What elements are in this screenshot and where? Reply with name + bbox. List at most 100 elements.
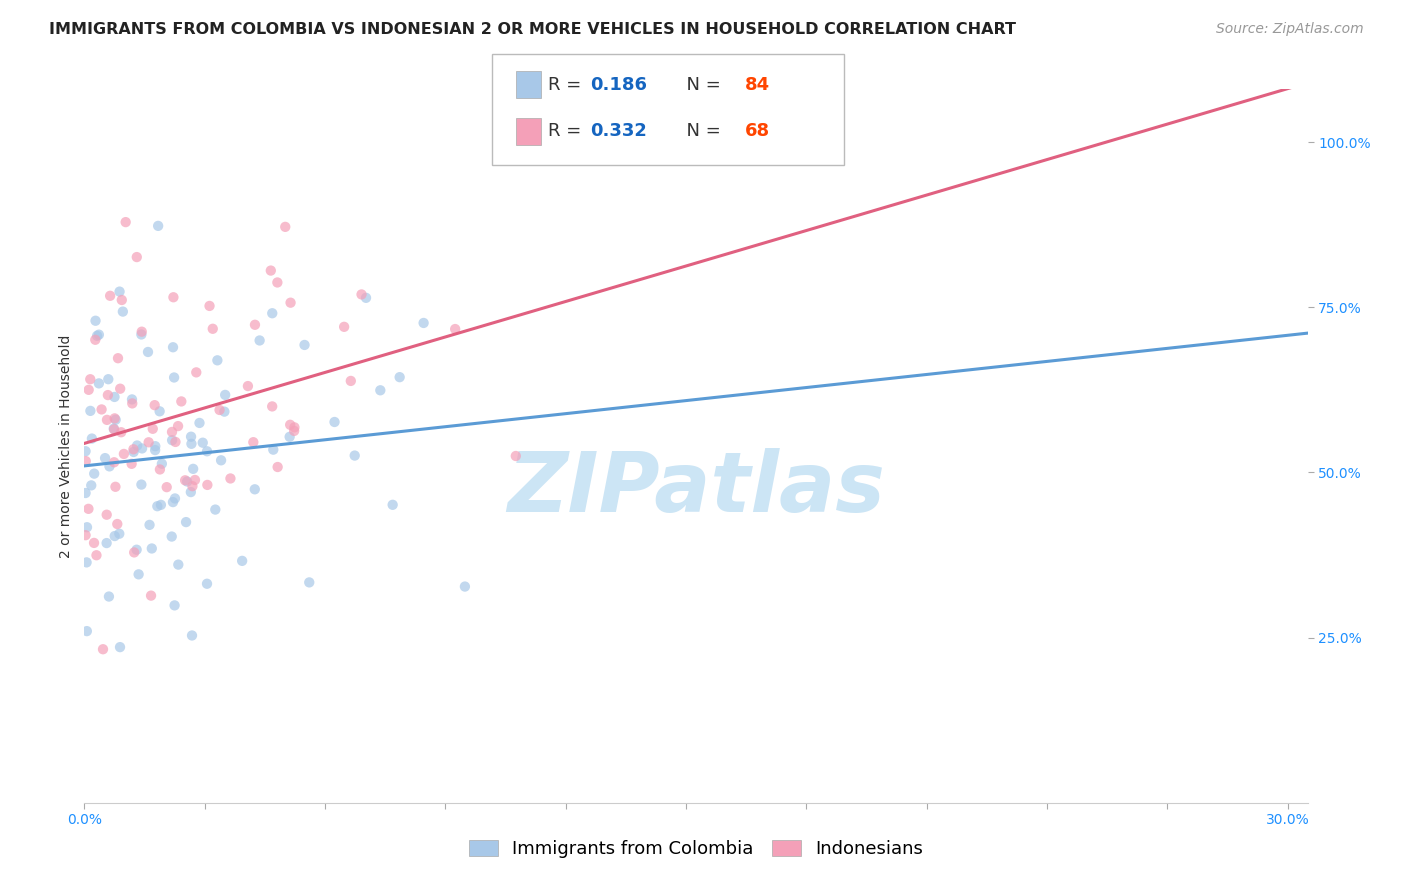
Point: [180, 485, 202, 500]
Point: [343, 449, 366, 463]
Point: [75, 444, 97, 458]
Point: [207, 353, 229, 368]
Point: [131, 327, 153, 342]
Point: [167, 558, 190, 572]
Point: [80, 432, 103, 446]
Point: [150, 457, 173, 471]
Point: [142, 422, 165, 436]
Point: [236, 379, 259, 393]
Point: [454, 580, 477, 594]
Point: [249, 334, 271, 348]
Point: [165, 434, 187, 449]
Point: [103, 422, 125, 436]
Point: [121, 457, 143, 471]
Point: [243, 318, 266, 332]
Point: [104, 529, 127, 543]
Point: [121, 396, 143, 410]
Point: [97, 590, 120, 604]
Point: [204, 502, 226, 516]
Point: [195, 576, 218, 591]
Point: [208, 403, 231, 417]
Point: [381, 498, 404, 512]
Point: [350, 287, 373, 301]
Point: [90, 402, 112, 417]
Point: [83, 467, 105, 481]
Point: [139, 589, 162, 603]
Legend: Immigrants from Colombia, Indonesians: Immigrants from Colombia, Indonesians: [461, 832, 931, 865]
Point: [181, 628, 204, 642]
Point: [121, 392, 143, 407]
Point: [77, 383, 100, 397]
Point: [323, 415, 346, 429]
Text: 84: 84: [745, 76, 770, 94]
Point: [136, 345, 159, 359]
Point: [125, 250, 148, 264]
Point: [86, 548, 108, 562]
Point: [370, 384, 392, 398]
Text: ZIPatlas: ZIPatlas: [508, 449, 884, 529]
Point: [174, 515, 197, 529]
Point: [131, 477, 153, 491]
Point: [131, 442, 153, 456]
Point: [278, 417, 301, 432]
Text: R =: R =: [548, 122, 588, 140]
Point: [162, 290, 184, 304]
Point: [108, 382, 131, 396]
Point: [87, 376, 110, 391]
Text: IMMIGRANTS FROM COLOMBIA VS INDONESIAN 2 OR MORE VEHICLES IN HOUSEHOLD CORRELATI: IMMIGRANTS FROM COLOMBIA VS INDONESIAN 2…: [49, 22, 1017, 37]
Point: [110, 425, 132, 440]
Point: [160, 530, 183, 544]
Point: [242, 435, 264, 450]
Point: [128, 567, 150, 582]
Point: [141, 541, 163, 556]
Point: [170, 394, 193, 409]
Point: [174, 473, 197, 487]
Point: [76, 555, 98, 569]
Point: [354, 291, 377, 305]
Point: [111, 304, 134, 318]
Point: [79, 372, 101, 386]
Point: [104, 413, 127, 427]
Point: [86, 328, 108, 343]
Point: [176, 475, 198, 489]
Point: [184, 473, 207, 487]
Point: [278, 430, 301, 444]
Point: [76, 624, 98, 639]
Point: [186, 365, 208, 379]
Point: [97, 388, 120, 402]
Point: [97, 372, 120, 386]
Point: [340, 374, 363, 388]
Point: [138, 435, 160, 450]
Point: [75, 486, 97, 500]
Point: [96, 413, 118, 427]
Point: [209, 453, 232, 467]
Point: [262, 400, 284, 414]
Point: [108, 640, 131, 654]
Point: [283, 424, 305, 438]
Y-axis label: 2 or more Vehicles in Household: 2 or more Vehicles in Household: [59, 334, 73, 558]
Point: [266, 460, 288, 475]
Point: [188, 416, 211, 430]
Point: [96, 536, 118, 550]
Point: [75, 454, 97, 468]
Point: [231, 554, 253, 568]
Point: [181, 479, 204, 493]
Point: [201, 322, 224, 336]
Point: [505, 449, 527, 463]
Point: [266, 276, 288, 290]
Point: [388, 370, 411, 384]
Point: [180, 437, 202, 451]
Point: [262, 442, 284, 457]
Point: [108, 285, 131, 299]
Text: N =: N =: [675, 76, 727, 94]
Text: 0.332: 0.332: [591, 122, 647, 140]
Point: [162, 495, 184, 509]
Point: [195, 478, 218, 492]
Point: [104, 480, 127, 494]
Point: [127, 438, 149, 452]
Point: [214, 388, 236, 402]
Point: [91, 642, 114, 657]
Point: [149, 404, 172, 418]
Point: [294, 338, 316, 352]
Point: [103, 422, 125, 436]
